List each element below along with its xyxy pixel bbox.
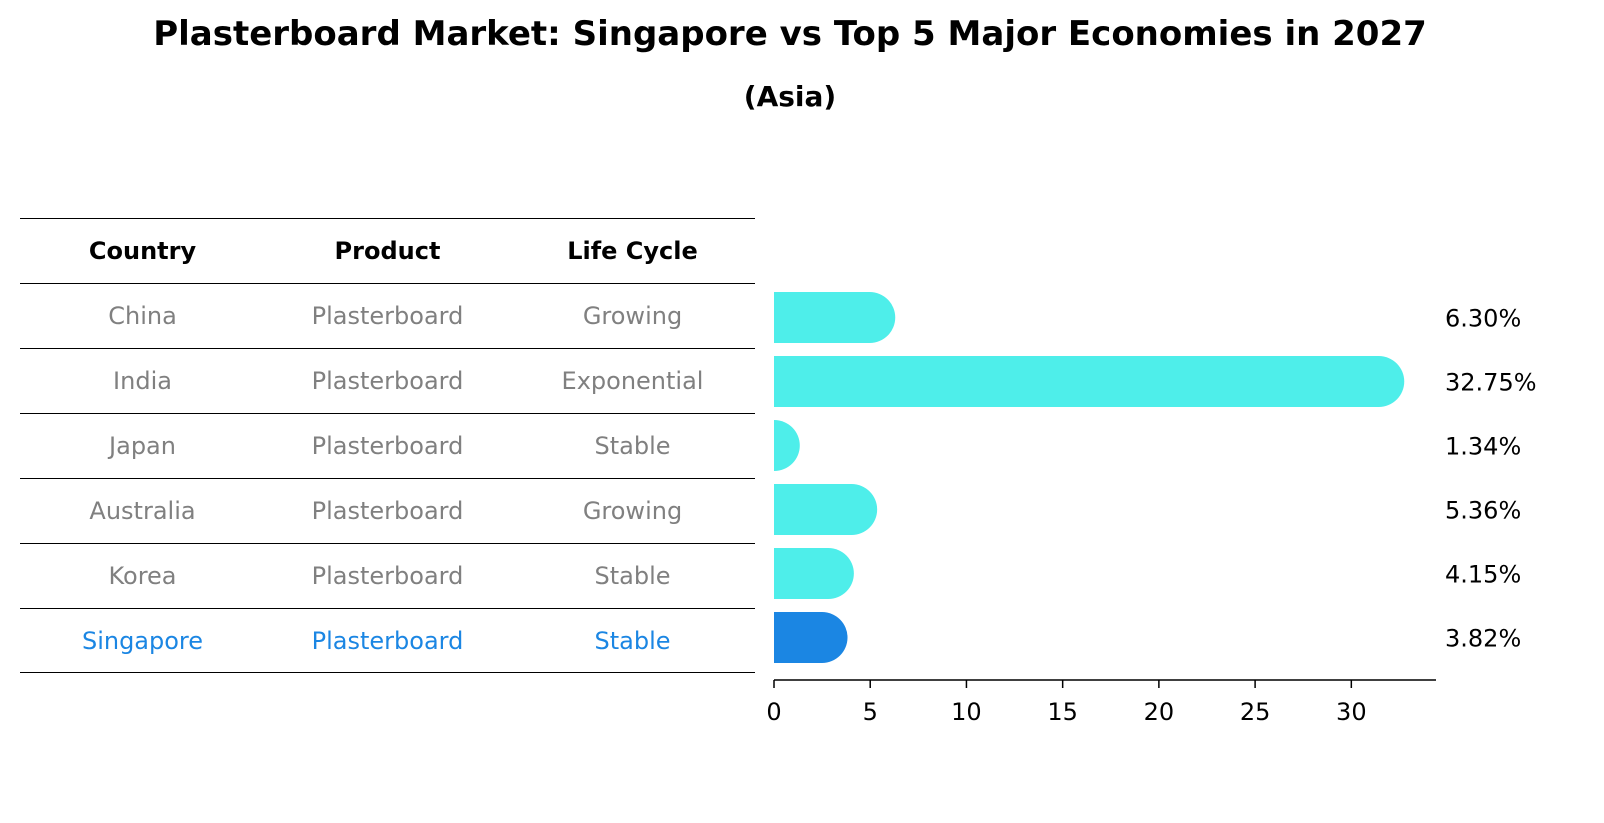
data-label: 32.75% [1445,369,1537,397]
cell-country: Australia [89,497,196,525]
bar-singapore [774,612,848,663]
data-label: 4.15% [1445,561,1521,589]
cell-country: India [113,367,172,395]
cell-life-cycle: Exponential [561,367,704,395]
bar-india [774,356,1405,407]
chart-title: Plasterboard Market: Singapore vs Top 5 … [153,14,1427,54]
bar-australia [774,484,878,535]
x-tick-label: 15 [1047,698,1078,726]
data-label: 6.30% [1445,305,1521,333]
bar-japan [774,420,800,471]
cell-life-cycle: Stable [594,626,671,655]
cell-product: Plasterboard [311,367,464,395]
data-label: 5.36% [1445,497,1521,525]
cell-product: Plasterboard [311,626,464,655]
cell-product: Plasterboard [311,302,464,330]
header-life-cycle: Life Cycle [567,237,698,265]
cell-life-cycle: Stable [594,562,671,590]
cell-life-cycle: Stable [594,432,671,460]
table-header-row: Country Product Life Cycle [20,218,755,283]
bar-korea [774,548,854,599]
table-row: China Plasterboard Growing [20,283,755,348]
cell-product: Plasterboard [311,497,464,525]
cell-country: Singapore [81,626,204,655]
table-row-highlight: Singapore Plasterboard Stable [20,608,755,673]
cell-life-cycle: Growing [582,497,683,525]
data-table: Country Product Life Cycle China Plaster… [20,218,755,673]
table-row: India Plasterboard Exponential [20,348,755,413]
chart-subtitle: (Asia) [743,80,837,113]
cell-country: China [108,302,177,330]
header-product: Product [334,237,441,265]
x-tick-label: 0 [766,698,781,726]
table-row: Korea Plasterboard Stable [20,543,755,608]
bar-china [774,292,896,343]
header-country: Country [88,237,197,265]
data-label: 1.34% [1445,433,1521,461]
cell-country: Japan [109,432,176,460]
x-tick-label: 25 [1240,698,1271,726]
x-tick-label: 20 [1144,698,1175,726]
x-tick-label: 5 [863,698,878,726]
x-tick-label: 30 [1336,698,1367,726]
data-label: 3.82% [1445,625,1521,653]
cell-product: Plasterboard [311,432,464,460]
cell-life-cycle: Growing [582,302,683,330]
table-row: Japan Plasterboard Stable [20,413,755,478]
table-row: Australia Plasterboard Growing [20,478,755,543]
x-tick-label: 10 [951,698,982,726]
cell-country: Korea [108,562,177,590]
cell-product: Plasterboard [311,562,464,590]
